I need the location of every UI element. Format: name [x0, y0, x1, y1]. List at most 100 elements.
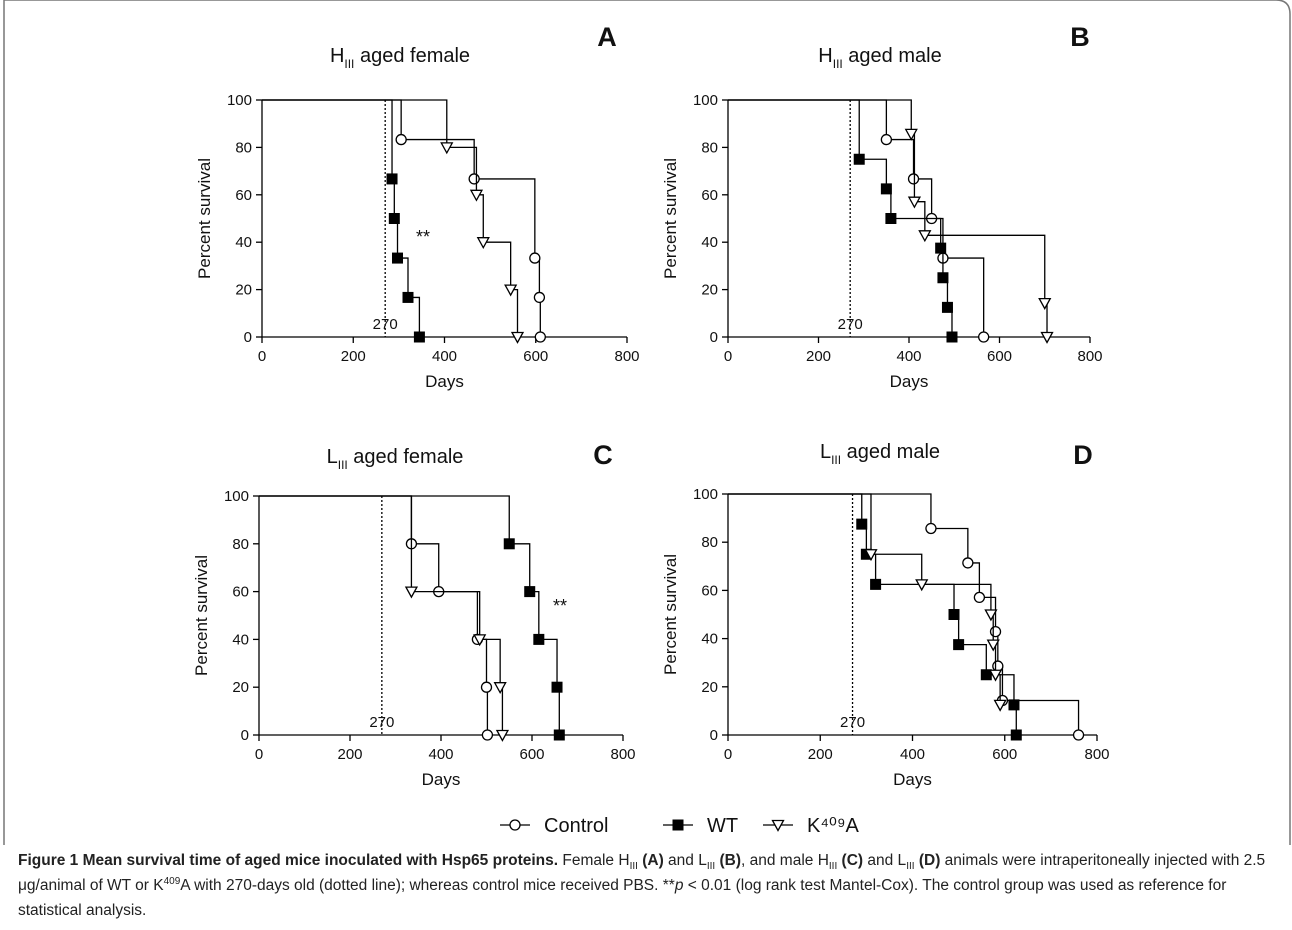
survival-step [479, 638, 501, 688]
survival-step [728, 493, 932, 529]
marker-circle [468, 173, 480, 185]
marker-circle [395, 133, 407, 146]
caption-bold: (B) [715, 852, 742, 869]
survival-step [446, 146, 478, 195]
marker-triangle [771, 819, 785, 832]
caption-sub: III [706, 861, 716, 873]
y-tick-label: 20 [701, 679, 718, 696]
marker-square [672, 819, 684, 831]
survival-step [259, 495, 413, 592]
marker-triangle [1040, 331, 1054, 344]
marker-triangle [918, 230, 932, 243]
marker-square [386, 173, 398, 185]
survival-step [958, 643, 987, 675]
y-tick-label: 100 [227, 92, 252, 109]
marker-square [1010, 729, 1022, 741]
x-tick-label: 200 [337, 746, 362, 763]
marker-triangle [495, 729, 510, 742]
x-tick-label: 600 [523, 348, 548, 365]
survival-step [728, 99, 912, 134]
panel-letter: B [1070, 22, 1090, 52]
x-tick-label: 400 [428, 746, 453, 763]
marker-circle [978, 331, 990, 343]
marker-triangle [915, 579, 929, 592]
title-prefix: L [327, 446, 338, 468]
panel-letter: D [1073, 440, 1093, 470]
title-prefix: L [820, 441, 831, 463]
marker-square [860, 548, 872, 560]
caption-bold: (A) [637, 852, 664, 869]
marker-square [935, 242, 947, 254]
marker-square [524, 586, 536, 598]
caption-text: < 0.01 (log rank test Mantel-Cox). The c… [18, 877, 1227, 919]
x-tick-label: 800 [614, 348, 639, 365]
marker-circle [907, 173, 920, 185]
title-suffix: aged female [348, 446, 464, 468]
survival-step [913, 178, 933, 219]
marker-circle [989, 625, 1002, 638]
x-axis-label: Days [422, 770, 461, 789]
survival-step [924, 234, 1046, 304]
reference-label: 270 [840, 714, 865, 731]
title-subscript: III [833, 57, 843, 71]
x-tick-label: 200 [808, 746, 833, 763]
caption-text: A with 270-days old (dotted line); where… [180, 877, 675, 894]
marker-square [880, 183, 892, 195]
caption-bold: (C) [837, 852, 864, 869]
x-tick-label: 400 [900, 746, 925, 763]
y-tick-label: 0 [244, 329, 252, 346]
y-tick-label: 100 [693, 92, 718, 109]
survival-step [534, 257, 541, 298]
survival-step [911, 133, 916, 202]
x-tick-label: 0 [258, 348, 266, 365]
y-tick-label: 80 [701, 139, 718, 156]
significance: ** [416, 227, 430, 247]
caption-text: and L [663, 852, 707, 869]
y-tick-label: 40 [235, 234, 252, 251]
legend-label: Control [544, 815, 608, 837]
survival-step [411, 590, 481, 640]
marker-square [1008, 699, 1020, 711]
marker-circle [480, 681, 493, 693]
x-axis-label: Days [425, 372, 464, 391]
x-tick-label: 200 [806, 348, 831, 365]
marker-square [533, 633, 545, 645]
caption-italic: p [674, 877, 684, 894]
marker-square [553, 729, 565, 741]
y-tick-label: 20 [235, 282, 252, 299]
x-axis-label: Days [890, 372, 929, 391]
survival-step [438, 590, 479, 640]
marker-triangle [904, 128, 918, 141]
x-tick-label: 0 [724, 348, 732, 365]
marker-triangle [473, 634, 487, 647]
legend-label: WT [707, 815, 738, 837]
caption-text: Female H [558, 852, 630, 869]
marker-square [503, 538, 515, 550]
marker-square [946, 331, 958, 343]
y-axis-label: Percent survival [192, 555, 211, 676]
x-tick-label: 0 [724, 746, 732, 763]
x-axis-label: Days [893, 770, 932, 789]
y-tick-label: 60 [701, 187, 718, 204]
marker-square [941, 301, 953, 313]
survival-step [509, 543, 531, 592]
survival-step [262, 99, 393, 179]
y-tick-label: 40 [701, 631, 718, 648]
caption-text: , and male H [741, 852, 829, 869]
survival-step [259, 495, 510, 544]
survival-step [259, 495, 413, 544]
marker-square [937, 272, 949, 284]
y-axis-label: Percent survival [661, 554, 680, 675]
marker-triangle [993, 699, 1007, 712]
marker-circle [880, 133, 893, 146]
caption-bold: (D) [914, 852, 941, 869]
marker-triangle [493, 682, 507, 695]
caption-sub: III [906, 861, 915, 873]
chart-title: HIII aged female [330, 45, 470, 71]
title-subscript: III [344, 57, 354, 71]
y-tick-label: 60 [235, 187, 252, 204]
survival-step [728, 493, 863, 525]
x-tick-label: 800 [1084, 746, 1109, 763]
